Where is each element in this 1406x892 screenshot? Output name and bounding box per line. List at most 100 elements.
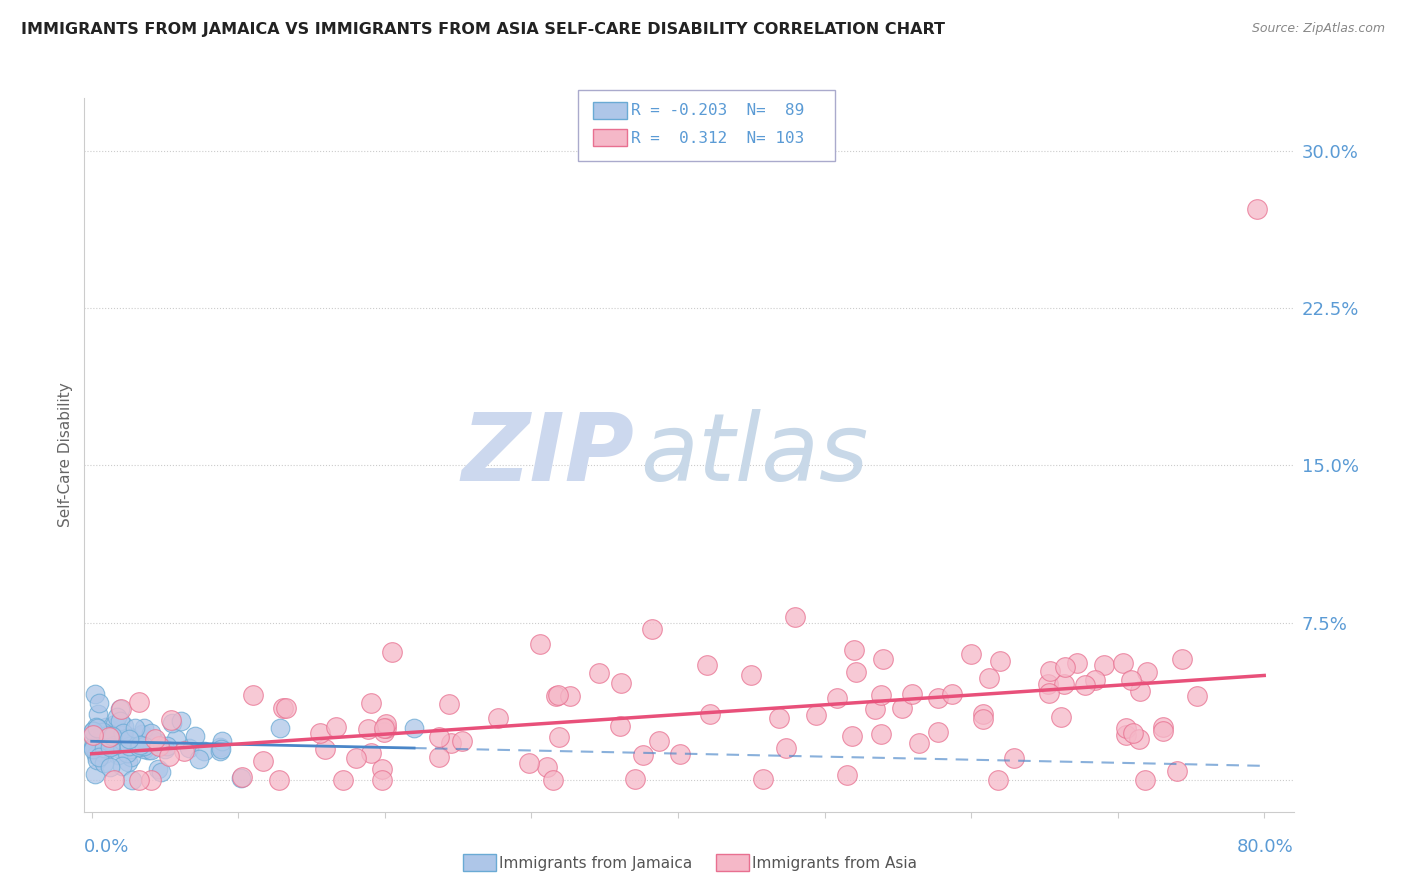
Point [93,747,115,761]
Point [547,688,569,702]
Point [114,740,136,755]
Point [1166,764,1188,779]
Text: 0.0%: 0.0% [84,838,129,856]
Point [1170,652,1192,666]
Point [83,732,105,747]
Point [128,773,150,788]
Point [150,765,173,780]
Point [242,688,264,702]
Point [1122,726,1144,740]
Point [193,744,215,758]
Point [89,735,111,749]
Point [84,720,107,734]
Point [90,737,112,751]
Point [131,727,153,741]
Point [941,687,963,701]
Point [128,739,150,753]
Point [548,730,571,744]
Point [1073,678,1095,692]
Point [108,714,131,728]
Point [83,687,105,701]
Point [842,643,865,657]
Point [357,722,380,736]
Point [841,729,863,743]
Point [1053,676,1076,690]
Point [83,767,105,781]
Point [381,645,404,659]
Point [142,733,165,747]
Point [375,717,398,731]
Point [101,729,124,743]
Point [97,728,120,742]
Point [120,742,142,756]
Point [309,726,332,740]
Point [1066,657,1088,671]
Point [145,734,167,748]
Point [775,740,797,755]
Point [1115,722,1137,736]
Point [960,648,983,662]
Point [136,742,159,756]
Point [108,702,131,716]
Point [82,724,104,739]
Point [112,719,135,733]
Point [404,721,426,735]
Point [1002,751,1025,765]
Point [91,725,114,739]
Point [87,750,110,764]
Point [1136,665,1159,679]
Point [546,690,568,704]
Point [987,773,1010,788]
Point [891,700,914,714]
Point [104,717,127,731]
Point [631,747,654,762]
Point [105,710,128,724]
Point [104,734,127,748]
Point [269,722,291,736]
Point [170,714,193,728]
Point [208,739,231,754]
Point [118,731,141,746]
Point [134,742,156,756]
Point [1152,719,1174,733]
Point [98,739,121,753]
Point [1038,686,1060,700]
Point [145,732,167,747]
Point [187,752,209,766]
Point [427,750,450,764]
Point [148,762,170,776]
Point [87,729,110,743]
Point [104,738,127,752]
Point [344,751,367,765]
Point [845,665,868,679]
Point [529,637,551,651]
Point [82,723,104,738]
Point [869,727,891,741]
Point [128,739,150,754]
Point [117,756,139,770]
Point [517,756,540,771]
Point [267,773,290,788]
Point [103,739,125,753]
Point [208,744,231,758]
Point [91,728,114,742]
Point [804,707,827,722]
Point [927,691,949,706]
Point [101,734,124,748]
Point [141,773,163,788]
Text: ZIP: ZIP [461,409,634,501]
Point [1092,657,1115,672]
Point [669,747,692,761]
Point [907,736,929,750]
Point [103,773,125,788]
Point [977,671,1000,685]
Point [740,668,762,682]
Point [900,687,922,701]
Point [96,728,118,742]
Point [86,753,108,767]
Point [360,696,382,710]
Point [610,676,633,690]
Point [373,725,395,739]
Point [120,731,142,745]
Point [872,651,894,665]
